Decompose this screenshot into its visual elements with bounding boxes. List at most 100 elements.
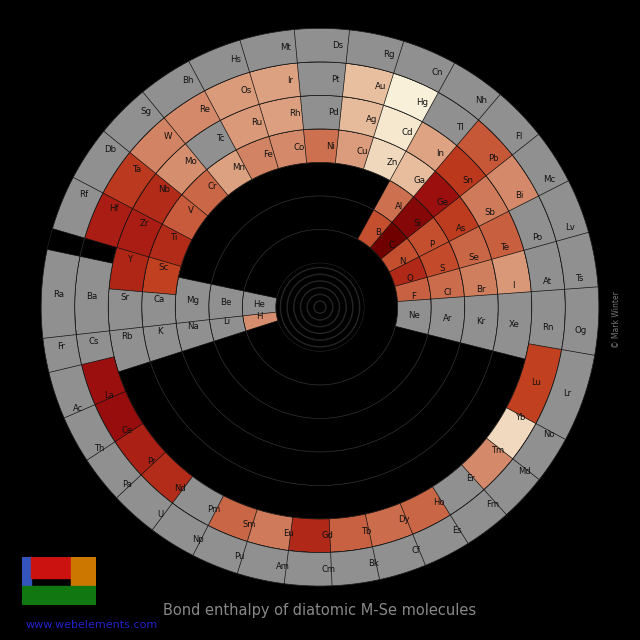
Text: Cn: Cn xyxy=(432,68,444,77)
Polygon shape xyxy=(103,131,173,209)
Polygon shape xyxy=(240,28,328,72)
Text: He: He xyxy=(253,300,265,308)
Circle shape xyxy=(277,264,363,350)
Text: Kr: Kr xyxy=(476,317,486,326)
Polygon shape xyxy=(289,515,367,552)
Polygon shape xyxy=(84,168,146,248)
Polygon shape xyxy=(383,73,464,136)
Polygon shape xyxy=(390,151,451,209)
Polygon shape xyxy=(364,314,562,351)
Polygon shape xyxy=(493,292,532,359)
Polygon shape xyxy=(525,289,565,367)
Text: In: In xyxy=(436,149,444,158)
Polygon shape xyxy=(492,250,532,317)
Text: Mc: Mc xyxy=(543,175,555,184)
Text: Co: Co xyxy=(293,143,305,152)
Polygon shape xyxy=(374,105,444,163)
Text: Cr: Cr xyxy=(208,182,218,191)
Text: Zr: Zr xyxy=(140,218,148,228)
Text: Cm: Cm xyxy=(321,564,335,573)
Bar xyxy=(31,557,72,579)
Text: Db: Db xyxy=(104,145,116,154)
Text: Li: Li xyxy=(223,317,230,326)
Text: Ti: Ti xyxy=(171,233,178,242)
Polygon shape xyxy=(73,106,150,193)
Text: Tl: Tl xyxy=(457,123,465,132)
Text: Ho: Ho xyxy=(433,498,445,507)
Text: F: F xyxy=(412,292,417,301)
Text: Np: Np xyxy=(192,534,204,543)
Text: Fr: Fr xyxy=(57,342,65,351)
Text: As: As xyxy=(456,224,466,233)
Text: Hs: Hs xyxy=(230,54,241,64)
Polygon shape xyxy=(372,518,463,580)
Polygon shape xyxy=(428,296,465,342)
Polygon shape xyxy=(435,145,501,214)
Polygon shape xyxy=(189,33,278,91)
Polygon shape xyxy=(149,205,201,266)
Polygon shape xyxy=(156,129,224,195)
Text: Ta: Ta xyxy=(132,165,142,174)
Text: Cl: Cl xyxy=(443,289,451,298)
Text: Bk: Bk xyxy=(367,559,378,568)
Polygon shape xyxy=(81,357,140,437)
Polygon shape xyxy=(116,186,173,257)
Text: Ba: Ba xyxy=(86,292,97,301)
Text: Lu: Lu xyxy=(531,378,541,387)
Text: O: O xyxy=(406,274,413,283)
Polygon shape xyxy=(331,536,419,586)
Polygon shape xyxy=(294,28,383,68)
Text: Ca: Ca xyxy=(153,295,164,304)
Polygon shape xyxy=(364,137,424,190)
Text: Pr: Pr xyxy=(147,457,156,466)
Text: S: S xyxy=(439,264,445,273)
Text: Th: Th xyxy=(94,444,104,453)
Polygon shape xyxy=(513,134,582,223)
Text: Ce: Ce xyxy=(122,426,133,435)
Text: Lv: Lv xyxy=(564,223,575,232)
Polygon shape xyxy=(486,155,550,235)
Text: Br: Br xyxy=(476,285,485,294)
Polygon shape xyxy=(427,268,465,314)
Polygon shape xyxy=(269,129,325,168)
Text: Pm: Pm xyxy=(207,505,220,514)
Text: Es: Es xyxy=(452,526,461,536)
Text: Cf: Cf xyxy=(412,547,420,556)
Text: Er: Er xyxy=(467,474,475,483)
Polygon shape xyxy=(300,95,368,134)
Polygon shape xyxy=(236,131,296,179)
Text: La: La xyxy=(104,391,114,400)
Polygon shape xyxy=(130,100,206,173)
Polygon shape xyxy=(162,179,220,240)
Polygon shape xyxy=(142,237,187,294)
Polygon shape xyxy=(243,291,276,316)
Polygon shape xyxy=(342,63,422,115)
Text: U: U xyxy=(157,510,163,519)
Polygon shape xyxy=(95,392,162,470)
Text: Ni: Ni xyxy=(326,141,335,150)
Text: Pa: Pa xyxy=(122,479,132,489)
Text: Rf: Rf xyxy=(79,189,88,198)
Text: Sm: Sm xyxy=(243,520,257,529)
Polygon shape xyxy=(346,30,435,84)
Text: Te: Te xyxy=(501,243,510,252)
Polygon shape xyxy=(451,463,535,543)
Text: Cd: Cd xyxy=(402,129,413,138)
Polygon shape xyxy=(422,92,500,163)
Text: Tb: Tb xyxy=(361,527,371,536)
Polygon shape xyxy=(143,47,232,118)
Polygon shape xyxy=(335,130,394,175)
Polygon shape xyxy=(536,349,595,440)
Text: Ge: Ge xyxy=(436,198,449,207)
Text: Mn: Mn xyxy=(232,163,245,172)
Polygon shape xyxy=(250,62,327,104)
Polygon shape xyxy=(175,306,214,351)
Text: Ag: Ag xyxy=(365,115,377,124)
Text: Au: Au xyxy=(374,82,386,92)
Text: At: At xyxy=(543,277,552,286)
Polygon shape xyxy=(461,412,533,490)
Text: Ts: Ts xyxy=(576,273,585,282)
Polygon shape xyxy=(141,305,182,362)
Polygon shape xyxy=(406,122,476,186)
Text: Po: Po xyxy=(532,233,543,242)
